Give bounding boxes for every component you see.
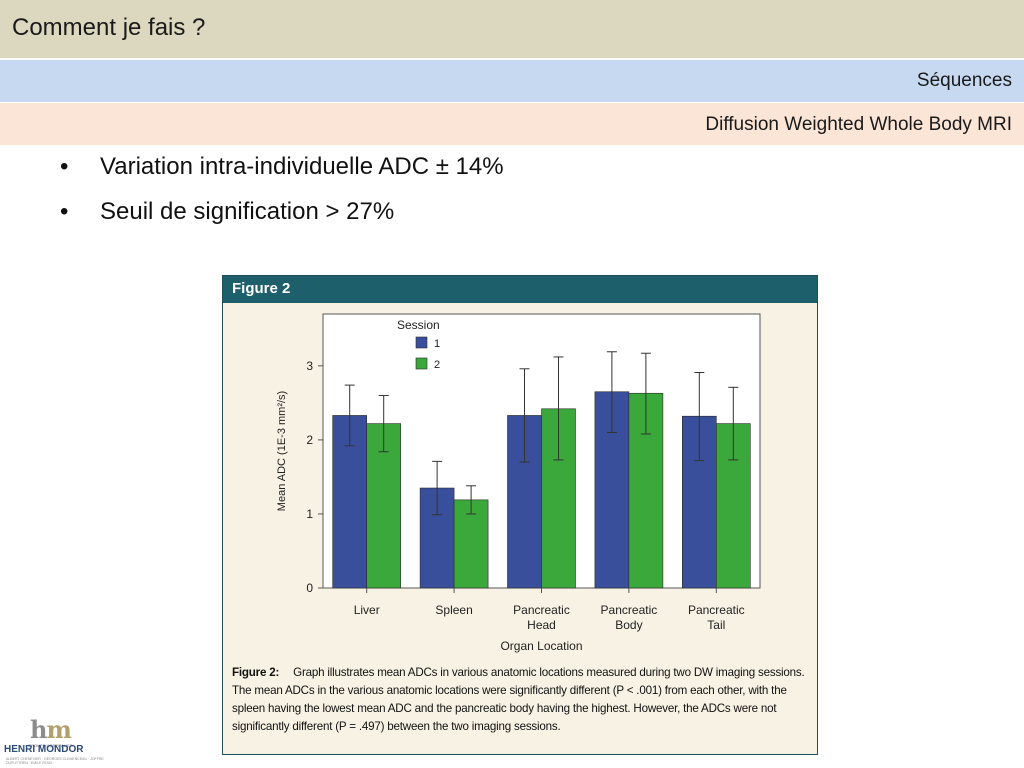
legend-label: 1 — [434, 338, 440, 350]
logo-tagline: GROUPE HOSPITALIER — [28, 743, 73, 748]
subsection-bar: Diffusion Weighted Whole Body MRI — [0, 103, 1024, 145]
legend-swatch — [415, 357, 428, 370]
bullet-text: Variation intra-individuelle ADC ± 14% — [100, 153, 504, 180]
x-tick-label: Head — [527, 618, 556, 632]
y-axis-label: Mean ADC (1E-3 mm²/s) — [276, 391, 288, 511]
x-tick-label: Body — [615, 618, 642, 632]
slide-title: Comment je fais ? — [12, 14, 206, 41]
section-label: Séquences — [916, 70, 1012, 91]
hospital-logo: hm GROUPE HOSPITALIER HENRI MONDOR ALBER… — [0, 715, 120, 767]
figure-header-label: Figure 2 — [232, 280, 291, 297]
subsection-label: Diffusion Weighted Whole Body MRI — [705, 114, 1012, 135]
figure-panel: Figure 2 0 1 2 3 Mean ADC (1E-3 mm²/s) Liver S… — [222, 275, 818, 755]
y-tick-label: 1 — [306, 507, 313, 521]
x-tick-label: Pancreatic — [601, 603, 658, 617]
bullet-dot-icon: • — [60, 198, 69, 225]
x-tick-label: Tail — [707, 618, 725, 632]
figure-header: Figure 2 — [223, 276, 817, 303]
x-tick-label: Spleen — [435, 603, 472, 617]
caption-text: Graph illustrates mean ADCs in various a… — [232, 666, 805, 733]
x-tick-label: Pancreatic — [513, 603, 570, 617]
y-tick-label: 2 — [306, 433, 313, 447]
bullet-list: • Variation intra-individuelle ADC ± 14% … — [60, 144, 504, 234]
bullet-dot-icon: • — [60, 153, 69, 180]
logo-hospitals: ALBERT CHENEVIER · GEORGES CLEMENCEAU · … — [6, 757, 104, 765]
figure-caption: Figure 2: Graph illustrates mean ADCs in … — [232, 664, 812, 736]
legend-label: 2 — [434, 359, 440, 371]
x-tick-label: Pancreatic — [688, 603, 745, 617]
legend-swatch — [415, 336, 428, 349]
y-tick-label: 0 — [306, 581, 313, 595]
bar — [453, 499, 489, 589]
section-bar: Séquences — [0, 60, 1024, 102]
x-axis-label: Organ Location — [500, 639, 582, 653]
caption-label: Figure 2: — [232, 666, 280, 679]
bullet-item: • Seuil de signification > 27% — [60, 189, 504, 234]
y-tick-label: 3 — [306, 359, 313, 373]
title-bar: Comment je fais ? — [0, 0, 1024, 58]
adc-bar-chart: 0 1 2 3 Mean ADC (1E-3 mm²/s) Liver Spleen Panc… — [276, 313, 761, 653]
logo-name: HENRI MONDOR — [4, 744, 84, 755]
bullet-item: • Variation intra-individuelle ADC ± 14% — [60, 144, 504, 189]
logo-monogram: hm — [30, 715, 72, 744]
bullet-text: Seuil de signification > 27% — [100, 198, 395, 225]
x-tick-label: Liver — [354, 603, 380, 617]
legend-title: Session — [397, 318, 440, 332]
